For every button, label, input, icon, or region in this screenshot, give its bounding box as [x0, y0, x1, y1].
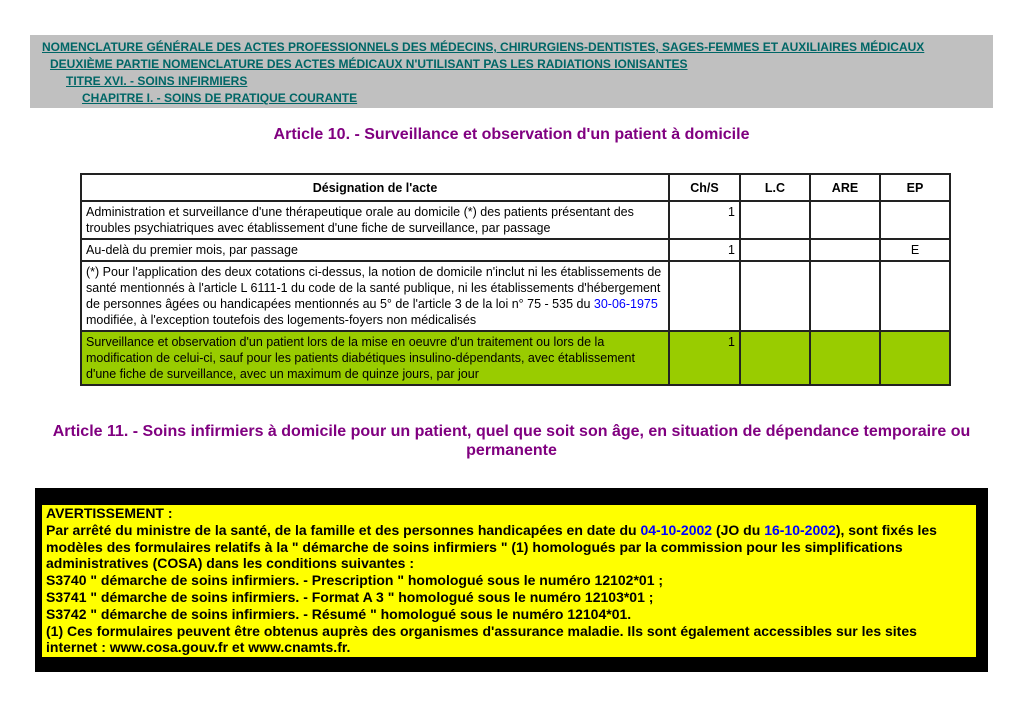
- article-11-title: Article 11. - Soins infirmiers à domicil…: [52, 423, 971, 459]
- warning-text: (JO du: [712, 521, 765, 538]
- ep-cell: [879, 200, 951, 240]
- form-line: S3740 " démarche de soins infirmiers. - …: [46, 572, 664, 589]
- table-row: Administration et surveillance d'une thé…: [80, 200, 951, 240]
- designation-cell: Surveillance et observation d'un patient…: [80, 330, 670, 386]
- are-cell: [809, 238, 881, 262]
- article-10-title: Article 10. - Surveillance et observatio…: [273, 126, 750, 143]
- form-line: S3742 " démarche de soins infirmiers. - …: [46, 605, 632, 622]
- lc-cell: [739, 238, 811, 262]
- lc-cell: [739, 260, 811, 332]
- warning-footnote: (1) Ces formulaires peuvent être obtenus…: [46, 622, 917, 656]
- header-ep: EP: [879, 173, 951, 202]
- header-chs: Ch/S: [668, 173, 741, 202]
- designation-cell: (*) Pour l'application des deux cotation…: [80, 260, 670, 332]
- table-row: Au-delà du premier mois, par passage 1 E: [80, 238, 951, 262]
- warning-paragraph: Par arrêté du ministre de la santé, de l…: [46, 522, 972, 572]
- breadcrumb-link-deuxieme-partie[interactable]: DEUXIÈME PARTIE NOMENCLATURE DES ACTES M…: [50, 57, 688, 71]
- table-row-highlighted: Surveillance et observation d'un patient…: [80, 330, 951, 386]
- are-cell: [809, 330, 881, 386]
- breadcrumb-link-chapitre-i[interactable]: CHAPITRE I. - SOINS DE PRATIQUE COURANTE: [82, 91, 358, 105]
- designation-cell: Administration et surveillance d'une thé…: [80, 200, 670, 240]
- warning-box: AVERTISSEMENT : Par arrêté du ministre d…: [35, 488, 988, 672]
- are-cell: [809, 200, 881, 240]
- date-link[interactable]: 16-10-2002: [764, 521, 836, 538]
- date-link[interactable]: 04-10-2002: [640, 521, 713, 538]
- header-designation: Désignation de l'acte: [80, 173, 670, 202]
- table-row: (*) Pour l'application des deux cotation…: [80, 260, 951, 332]
- note-text: modifiée, à l'exception toutefois des lo…: [86, 313, 477, 327]
- warning-content: AVERTISSEMENT : Par arrêté du ministre d…: [42, 505, 976, 657]
- warning-text: ), sont fixés les modèles des formulaire…: [46, 521, 937, 572]
- are-cell: [809, 260, 881, 332]
- acts-table: Désignation de l'acte Ch/S L.C ARE EP Ad…: [80, 173, 951, 386]
- chs-cell: 1: [668, 200, 741, 240]
- ep-cell: E: [879, 238, 951, 262]
- header-are: ARE: [809, 173, 881, 202]
- lc-cell: [739, 330, 811, 386]
- breadcrumb: NOMENCLATURE GÉNÉRALE DES ACTES PROFESSI…: [30, 35, 993, 108]
- breadcrumb-link-nomenclature[interactable]: NOMENCLATURE GÉNÉRALE DES ACTES PROFESSI…: [42, 40, 925, 54]
- lc-cell: [739, 200, 811, 240]
- chs-cell: 1: [668, 330, 741, 386]
- chs-cell: [668, 260, 741, 332]
- chs-cell: 1: [668, 238, 741, 262]
- table-header: Désignation de l'acte Ch/S L.C ARE EP: [80, 173, 951, 202]
- date-link[interactable]: 30-06-1975: [593, 297, 658, 311]
- note-text: (*) Pour l'application des deux cotation…: [86, 265, 662, 311]
- warning-heading: AVERTISSEMENT :: [46, 505, 173, 521]
- ep-cell: [879, 330, 951, 386]
- ep-cell: [879, 260, 951, 332]
- header-lc: L.C: [739, 173, 811, 202]
- breadcrumb-link-titre-xvi[interactable]: TITRE XVI. - SOINS INFIRMIERS: [66, 74, 248, 88]
- form-line: S3741 " démarche de soins infirmiers. - …: [46, 588, 654, 605]
- warning-text: Par arrêté du ministre de la santé, de l…: [46, 521, 641, 538]
- designation-cell: Au-delà du premier mois, par passage: [80, 238, 670, 262]
